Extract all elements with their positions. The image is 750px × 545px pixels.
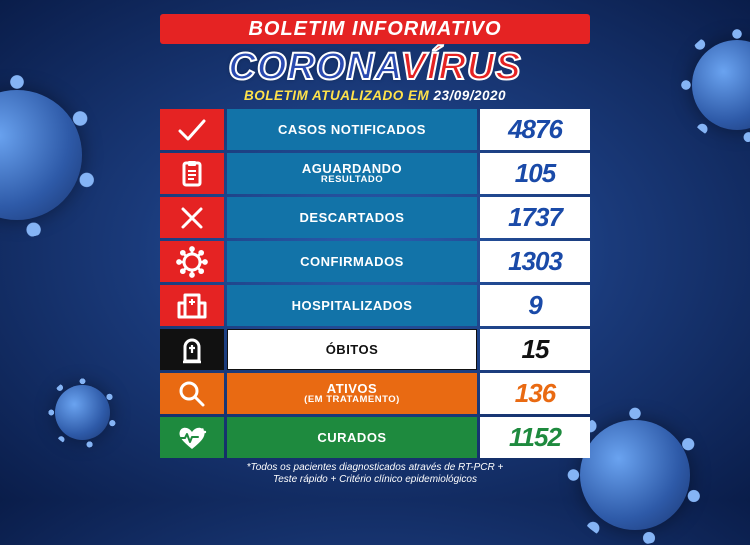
data-rows: CASOS NOTIFICADOS4876AGUARDANDORESULTADO…: [160, 109, 590, 458]
row-value: 1737: [480, 197, 590, 238]
row-value: 1152: [480, 417, 590, 458]
row-sublabel: (EM TRATAMENTO): [304, 395, 400, 405]
data-row: AGUARDANDORESULTADO105: [160, 153, 590, 194]
data-row: CONFIRMADOS1303: [160, 241, 590, 282]
magnifier-icon: [160, 373, 224, 414]
virus-decoration: [692, 40, 750, 130]
row-label: ATIVOS(EM TRATAMENTO): [227, 373, 477, 414]
title-red-bar: BOLETIM INFORMATIVO: [160, 14, 590, 44]
coronavirus-title: CORONAVÍRUS: [160, 48, 590, 86]
virus-decoration: [0, 90, 82, 220]
virus-decoration: [55, 385, 110, 440]
row-label: AGUARDANDORESULTADO: [227, 153, 477, 194]
cross-icon: [160, 197, 224, 238]
footnote-line-1: *Todos os pacientes diagnosticados atrav…: [247, 462, 504, 473]
row-label: HOSPITALIZADOS: [227, 285, 477, 326]
virus-decoration: [580, 420, 690, 530]
footnote-line-2: Teste rápido + Critério clínico epidemio…: [273, 474, 477, 485]
virus-icon: [160, 241, 224, 282]
subtitle-yellow: BOLETIM ATUALIZADO EM: [244, 88, 429, 103]
subtitle-line: BOLETIM ATUALIZADO EM 23/09/2020: [160, 88, 590, 103]
hospital-icon: [160, 285, 224, 326]
row-label: CASOS NOTIFICADOS: [227, 109, 477, 150]
heart-icon: [160, 417, 224, 458]
row-value: 136: [480, 373, 590, 414]
row-value: 1303: [480, 241, 590, 282]
row-label: CURADOS: [227, 417, 477, 458]
footnote: *Todos os pacientes diagnosticados atrav…: [160, 462, 590, 486]
data-row: ATIVOS(EM TRATAMENTO)136: [160, 373, 590, 414]
corona-word-1: CORONA: [228, 46, 400, 88]
row-value: 4876: [480, 109, 590, 150]
row-label: CONFIRMADOS: [227, 241, 477, 282]
data-row: ÓBITOS15: [160, 329, 590, 370]
subtitle-date: 23/09/2020: [429, 88, 506, 103]
row-label: DESCARTADOS: [227, 197, 477, 238]
data-row: CURADOS1152: [160, 417, 590, 458]
corona-word-2: VÍRUS: [400, 46, 521, 88]
row-sublabel: RESULTADO: [302, 175, 402, 185]
row-value: 105: [480, 153, 590, 194]
data-row: DESCARTADOS1737: [160, 197, 590, 238]
check-icon: [160, 109, 224, 150]
row-value: 15: [480, 329, 590, 370]
data-row: HOSPITALIZADOS9: [160, 285, 590, 326]
row-label: ÓBITOS: [227, 329, 477, 370]
data-row: CASOS NOTIFICADOS4876: [160, 109, 590, 150]
bulletin-card: BOLETIM INFORMATIVO CORONAVÍRUS BOLETIM …: [160, 14, 590, 500]
row-value: 9: [480, 285, 590, 326]
tomb-icon: [160, 329, 224, 370]
clipboard-icon: [160, 153, 224, 194]
